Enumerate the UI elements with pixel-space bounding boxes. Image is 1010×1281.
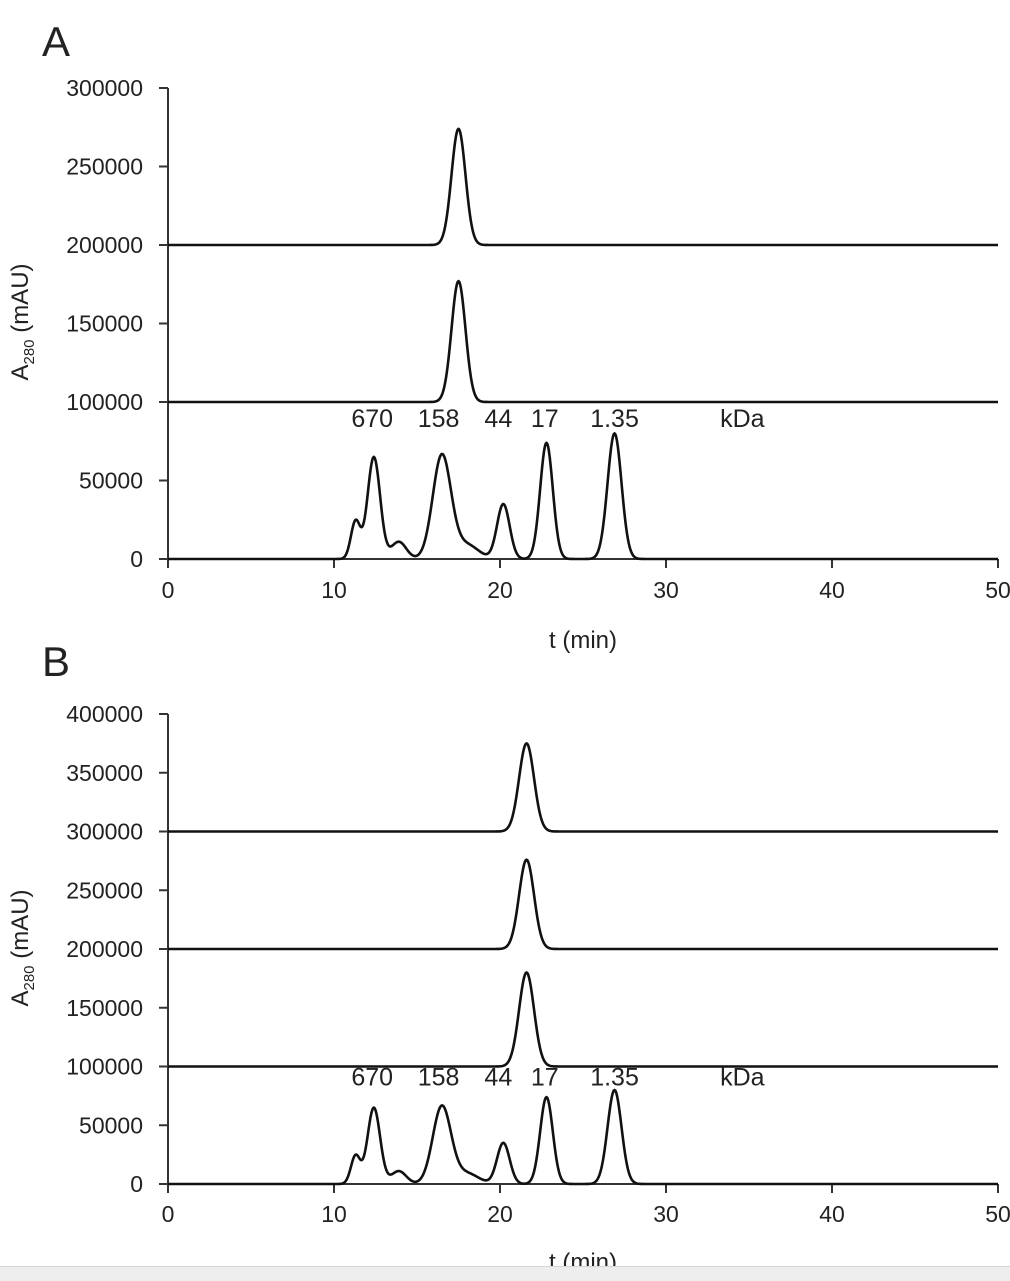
panel-b-x-tick-label: 20 [487, 1201, 513, 1227]
panel-b-x-tick-label: 50 [985, 1201, 1010, 1227]
panel-b-y-tick-label: 100000 [66, 1054, 143, 1080]
panel-b-annotation-1: 158 [418, 1063, 460, 1091]
panel-a-y-axis-title: A280 (mAU) [7, 263, 38, 380]
panel-a-y-tick-label: 0 [130, 546, 143, 572]
panel-a-ylabel-main: A [7, 365, 34, 381]
panel-b-y-tick-label: 350000 [66, 760, 143, 786]
panel-a-y-axis-label: A280 (mAU) [7, 263, 38, 380]
panel-a-y-tick-label: 100000 [66, 389, 143, 415]
panel-b-ylabel-sub: 280 [21, 965, 38, 990]
panel-b-y-axis-label: A280 (mAU) [7, 889, 38, 1006]
panel-b-y-tick-label: 300000 [66, 819, 143, 845]
panel-b-y-tick-label: 0 [130, 1171, 143, 1197]
panel-b-ylabel-unit: (mAU) [7, 889, 34, 965]
panel-a-x-tick-label: 20 [487, 577, 513, 603]
panel-a-y-tick-label: 250000 [66, 154, 143, 180]
panel-a-y-tick-label: 200000 [66, 232, 143, 258]
panel-a-label: A [42, 18, 70, 65]
panel-b-y-tick-label: 400000 [66, 701, 143, 727]
panel-b-x-tick-label: 0 [162, 1201, 175, 1227]
panel-b-y-tick-label: 50000 [79, 1112, 143, 1138]
panel-b-annotation-3: 17 [531, 1063, 559, 1091]
panel-b-annotation-5: kDa [720, 1063, 765, 1091]
panel-a-annotation-0: 670 [351, 405, 393, 433]
viewer-bottom-bar [0, 1266, 1010, 1281]
panel-a-y-tick-label: 300000 [66, 75, 143, 101]
panel-a-y-tick-label: 50000 [79, 468, 143, 494]
panel-a-annotation-1: 158 [418, 405, 460, 433]
panel-a-x-tick-label: 30 [653, 577, 679, 603]
panel-a-x-tick-label: 50 [985, 577, 1010, 603]
panel-a-chart: A A280 (mAU) t (min) 0500001000001500002… [7, 18, 1010, 654]
panel-a-x-tick-label: 0 [162, 577, 175, 603]
panel-a-annotation-3: 17 [531, 405, 559, 433]
panel-a-y-tick-label: 150000 [66, 311, 143, 337]
panel-a-x-axis-title: t (min) [549, 627, 617, 654]
panel-b-series-line-0 [167, 1088, 999, 1186]
panel-b-annotation-0: 670 [351, 1063, 393, 1091]
panel-b-annotation-4: 1.35 [590, 1063, 639, 1091]
panel-b-x-tick-label: 30 [653, 1201, 679, 1227]
panel-a-series-line-2 [167, 127, 999, 247]
panel-b-series-line-2 [167, 858, 999, 951]
panel-b-y-tick-label: 150000 [66, 995, 143, 1021]
panel-b-y-tick-label: 200000 [66, 936, 143, 962]
panel-a-annotation-5: kDa [720, 405, 765, 433]
panel-b-series-line-1 [167, 971, 999, 1068]
panel-b-x-tick-label: 10 [321, 1201, 347, 1227]
panel-b-y-tick-label: 250000 [66, 877, 143, 903]
panel-a-series-line-0 [167, 432, 999, 561]
panel-a-annotation-2: 44 [484, 405, 512, 433]
panel-a-x-tick-label: 10 [321, 577, 347, 603]
panel-b-chart: B A280 (mAU) t (min) 0500001000001500002… [7, 638, 1010, 1276]
panel-a-series-line-1 [167, 279, 999, 404]
panel-b-label: B [42, 638, 70, 685]
panel-a-annotation-4: 1.35 [590, 405, 639, 433]
panel-a-x-tick-label: 40 [819, 577, 845, 603]
panel-b-ylabel-main: A [7, 991, 34, 1007]
panel-b-annotation-2: 44 [484, 1063, 512, 1091]
panel-b-y-axis-title: A280 (mAU) [7, 889, 38, 1006]
panel-b-series-line-3 [167, 742, 999, 833]
panel-a-ylabel-sub: 280 [21, 339, 38, 364]
panel-a-ylabel-unit: (mAU) [7, 263, 34, 339]
panel-b-x-tick-label: 40 [819, 1201, 845, 1227]
